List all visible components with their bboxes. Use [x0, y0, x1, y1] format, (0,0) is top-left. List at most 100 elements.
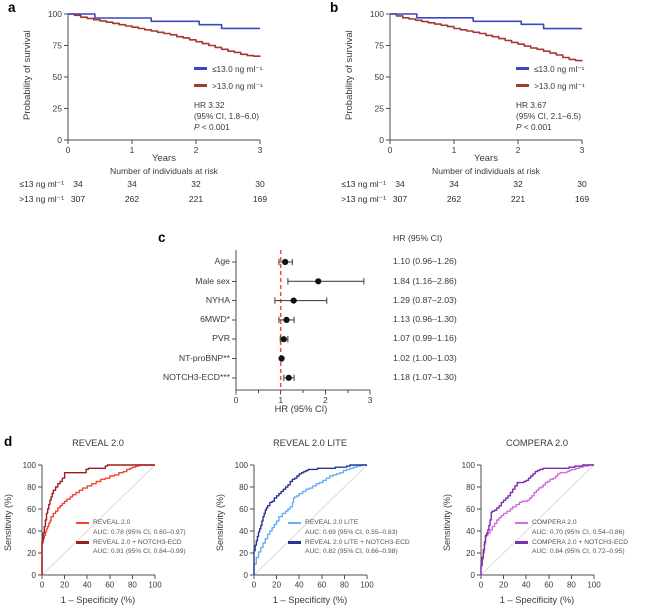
tick-label: 80: [128, 581, 137, 590]
tick-label: 20: [466, 549, 475, 558]
risk-count: 262: [446, 194, 462, 204]
legend-auc: AUC: 0.84 (95% CI, 0.72–0.95): [532, 548, 625, 556]
legend-item-low: ≤13.0 ng ml⁻¹: [194, 60, 263, 77]
tick-label: 80: [567, 581, 576, 590]
km-b-x-axis-title: Years: [474, 153, 498, 164]
panel-d-label: d: [4, 434, 13, 449]
legend-swatch-high: [516, 84, 529, 87]
roc-x-axis-title: 1 – Specificity (%): [499, 595, 575, 605]
forest-hr-text: 1.10 (0.96–1.26): [393, 256, 457, 267]
forest-row-marker: [279, 336, 289, 343]
axes: [386, 13, 583, 144]
forest-label: PVR: [212, 333, 230, 344]
tick-label: 100: [587, 581, 601, 590]
chance-diagonal: [480, 464, 595, 576]
tick-label: 80: [239, 483, 248, 492]
tick-label: 60: [466, 505, 475, 514]
hr-ci: (95% CI, 1.8–6.0): [194, 111, 260, 121]
tick-label: 0: [234, 395, 239, 405]
p-rest: < 0.001: [199, 122, 230, 132]
risk-count: 169: [252, 194, 268, 204]
roc-plot: 0 20 40 60 80 100 0 20 40 60 80 100: [213, 454, 381, 594]
forest-row-marker: [283, 374, 295, 381]
tick-label: 0: [32, 571, 37, 580]
tick-label: 100: [370, 9, 384, 19]
risk-count: 34: [395, 179, 405, 189]
forest-hr-text: 1.29 (0.87–2.03): [393, 294, 457, 305]
hr-point: [283, 316, 290, 323]
panel-a-label: a: [8, 0, 16, 15]
legend-label: REVEAL 2.0: [93, 519, 131, 526]
tick-label: 40: [522, 581, 531, 590]
risk-row-values: 307 262 221 169: [322, 194, 632, 206]
risk-count: 32: [513, 179, 523, 189]
forest-hr-text: 1.02 (1.00–1.03): [393, 352, 457, 363]
tick-label: 75: [53, 41, 63, 51]
chance-diagonal: [253, 464, 368, 576]
risk-row-low: ≤13 ng ml⁻¹ 34 34 32 30: [0, 179, 310, 191]
p-symbol: P: [194, 122, 200, 132]
legend-swatch-high: [194, 84, 207, 87]
tick-label: 0: [388, 145, 393, 155]
panel-c-label: c: [158, 230, 166, 245]
p-symbol: P: [516, 122, 522, 132]
legend-item: REVEAL 2.0 LITE: [288, 518, 410, 528]
tick-label: 25: [53, 104, 63, 114]
risk-row-label: ≤13 ng ml⁻¹: [19, 179, 64, 189]
forest-row-marker: [274, 297, 328, 304]
legend-item: REVEAL 2.0 LITE + NOTCH3-ECD: [288, 538, 410, 548]
roc-svg: 0 20 40 60 80 100 0 20 40 60 80 100: [23, 461, 163, 590]
tick-label: 2: [323, 395, 328, 405]
roc-svg: 0 20 40 60 80 100 0 20 40 60 80 100: [462, 461, 602, 590]
roc-svg: 0 20 40 60 80 100 0 20 40 60 80 100: [235, 461, 375, 590]
roc-plot: 0 20 40 60 80 100 0 20 40 60 80 100: [440, 454, 608, 594]
axes: [232, 250, 371, 395]
km-a-legend: ≤13.0 ng ml⁻¹ >13.0 ng ml⁻¹ HR 3.32 (95%…: [194, 60, 263, 133]
forest-header: HR (95% CI): [393, 233, 443, 243]
roc-curve-combined: [480, 464, 594, 575]
tick-label: 100: [462, 461, 476, 470]
tick-label: 100: [148, 581, 162, 590]
legend-swatch: [288, 541, 301, 544]
forest-label: NT-proBNP**: [178, 352, 230, 363]
hr-point: [315, 278, 322, 285]
roc-subplot-reveal-lite: REVEAL 2.0 LITE Sensitivity (%) 0 20 40 60 8…: [212, 432, 428, 615]
forest-label: NOTCH3-ECD***: [162, 372, 230, 383]
risk-row-high: >13 ng ml⁻¹ 307 262 221 169: [0, 194, 310, 206]
risk-count: 221: [510, 194, 526, 204]
forest-row-labels: Age Male sex NYHA 6MWD* PVR NT-proBNP** …: [150, 252, 230, 387]
risk-row-values: 307 262 221 169: [0, 194, 310, 206]
legend-swatch: [76, 521, 89, 525]
survival-curve-low: [68, 13, 260, 30]
km-a-y-axis-title: Probability of survival: [22, 30, 33, 120]
panel-b: b Probability of survival 0 25 50 75 100 0 1 2 3…: [322, 0, 644, 230]
legend-item: COMPERA 2.0 + NOTCH3-ECD: [515, 538, 628, 548]
roc-curve-base: [480, 464, 594, 575]
hr-point: [280, 336, 287, 343]
tick-label: 100: [360, 581, 374, 590]
tick-label: 40: [27, 527, 36, 536]
legend-label-low: ≤13.0 ng ml⁻¹: [534, 63, 585, 74]
km-a-plot: 0 25 50 75 100 0 1 2 3: [36, 4, 268, 159]
tick-label: 1: [452, 145, 457, 155]
tick-label: 20: [27, 549, 36, 558]
hr-point: [285, 374, 292, 381]
hr-value: HR 3.32: [194, 100, 225, 110]
km-a-risk-table-title: Number of individuals at risk: [110, 166, 218, 176]
chance-diagonal: [41, 464, 156, 576]
forest-hr-values: 1.10 (0.96–1.26) 1.84 (1.16–2.86) 1.29 (…: [393, 252, 513, 387]
risk-count: 30: [577, 179, 587, 189]
legend-swatch: [76, 541, 89, 544]
panel-c: c HR (95% CI) Age Male sex NYHA 6MWD* PV…: [150, 228, 520, 432]
risk-count: 34: [73, 179, 83, 189]
km-a-x-axis-title: Years: [152, 153, 176, 164]
tick-label: 1: [278, 395, 283, 405]
forest-svg: 0 1 2 3: [232, 250, 373, 405]
tick-label: 60: [239, 505, 248, 514]
tick-label: 40: [239, 527, 248, 536]
panel-d: d REVEAL 2.0 Sensitivity (%) 0 20 40 60 80 10…: [0, 432, 650, 615]
roc-x-axis-title: 1 – Specificity (%): [60, 595, 136, 605]
hr-value: HR 3.67: [516, 100, 547, 110]
forest-hr-text: 1.07 (0.99–1.16): [393, 333, 457, 344]
legend-item: COMPERA 2.0: [515, 518, 628, 528]
